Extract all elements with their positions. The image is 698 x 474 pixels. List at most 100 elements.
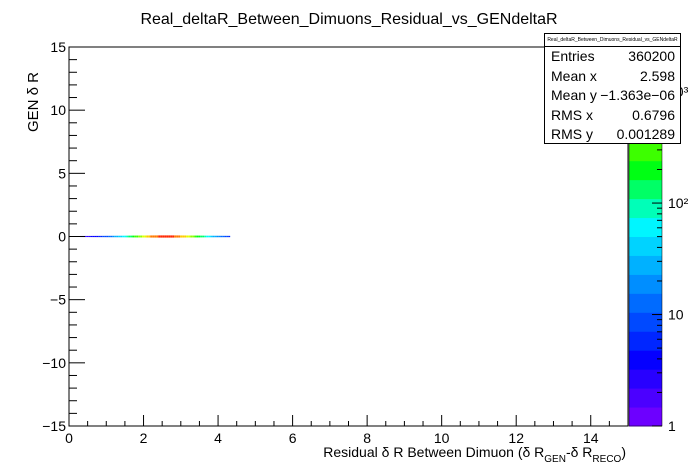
band-cell (166, 235, 169, 238)
band-cell (194, 235, 197, 238)
band-cell (128, 235, 131, 238)
band-cell (130, 235, 133, 238)
band-cell (228, 235, 231, 238)
stats-value: −1.363e−06 (600, 87, 675, 103)
x-axis-label-main: Residual δ R Between Dimuon (δ R (323, 444, 544, 460)
palette-color-step (629, 236, 662, 256)
x-tick-label: 12 (508, 430, 524, 446)
x-tick-label: 10 (434, 430, 450, 446)
band-cell (120, 235, 123, 238)
band-cell (90, 235, 93, 238)
band-cell (202, 235, 205, 238)
stats-label: Entries (551, 48, 595, 64)
band-cell (172, 235, 175, 238)
y-axis: −15 −10 −5 0 5 10 15 (42, 39, 85, 434)
band-cell (206, 235, 209, 238)
stats-label: Mean y (551, 87, 597, 103)
stats-label: RMS x (551, 106, 593, 123)
band-cell (116, 235, 119, 238)
band-cell (180, 235, 183, 238)
band-cell (134, 235, 137, 238)
z-tick-label: 1 (668, 418, 676, 434)
stats-value: 2.598 (639, 67, 675, 84)
x-axis-label-sub-reco: RECO (592, 454, 621, 465)
band-cell (212, 235, 215, 238)
band-cell (222, 235, 225, 238)
palette-color-step (629, 293, 662, 313)
band-cell (168, 235, 171, 238)
band-cell (156, 235, 159, 238)
band-cell (132, 235, 135, 238)
x-tick-label: 2 (140, 430, 148, 446)
band-cell (164, 235, 167, 238)
band-cell (92, 235, 95, 238)
band-cell (96, 235, 99, 238)
palette-color-step (629, 407, 662, 427)
band-cell (136, 235, 139, 238)
stats-row-entries: Entries 360200 (545, 47, 680, 67)
band-cell (184, 235, 187, 238)
band-cell (122, 235, 125, 238)
palette-color-step (629, 160, 662, 181)
band-cell (196, 235, 199, 238)
band-cell (224, 235, 227, 238)
palette-color-step (629, 255, 662, 275)
band-cell (170, 235, 173, 238)
x-tick-label: 4 (214, 430, 222, 446)
stats-row-mean-y: Mean y −1.363e−06 (545, 86, 680, 106)
band-cell (142, 235, 145, 238)
band-cell (100, 235, 103, 238)
x-tick-label: 0 (65, 430, 73, 446)
y-tick-label: 10 (50, 102, 66, 118)
x-axis: 0 2 4 6 8 10 12 14 (65, 415, 629, 446)
band-cell (154, 235, 157, 238)
band-cell (150, 235, 153, 238)
stats-row-rms-x: RMS x 0.6796 (545, 106, 680, 126)
x-tick-label: 6 (289, 430, 297, 446)
band-cell (178, 235, 181, 238)
band-cell (210, 235, 213, 238)
stats-value: 0.001289 (616, 126, 675, 142)
band-cell (162, 235, 165, 238)
y-tick-label: −5 (50, 292, 66, 308)
band-cell (102, 235, 105, 238)
x-axis-label-end: ) (621, 444, 626, 460)
z-tick-label: 10 (668, 307, 684, 323)
stats-label: Mean x (551, 67, 597, 84)
band-cell (176, 235, 179, 238)
band-cell (186, 235, 189, 238)
band-cell (158, 235, 161, 238)
band-cell (138, 235, 141, 238)
palette-color-step (629, 217, 662, 237)
palette-color-step (629, 350, 662, 370)
palette-color-step (629, 331, 662, 351)
band-cell (152, 235, 155, 238)
y-axis-label: GEN δ R (25, 72, 42, 132)
band-cell (198, 235, 201, 238)
stats-title: Real_deltaR_Between_Dimuons_Residual_vs_… (545, 34, 680, 47)
band-cell (148, 235, 151, 238)
x-tick-label: 14 (583, 430, 599, 446)
band-cell (218, 235, 221, 238)
stats-row-rms-y: RMS y 0.001289 (545, 125, 680, 145)
band-cell (140, 235, 143, 238)
palette-color-step (629, 369, 662, 389)
x-axis-label: Residual δ R Between Dimuon (δ RGEN-δ RR… (323, 444, 626, 465)
x-axis-label-mid: -δ R (566, 444, 592, 460)
band-cell (110, 235, 113, 238)
y-tick-label: 0 (58, 229, 66, 245)
palette-color-step (629, 388, 662, 408)
y-tick-label: 5 (58, 165, 66, 181)
z-tick-label: 10² (668, 195, 689, 211)
band-cell (192, 235, 195, 238)
band-cell (144, 235, 147, 238)
band-cell (146, 235, 149, 238)
band-cell (88, 235, 91, 238)
band-cell (174, 235, 177, 238)
band-cell (114, 235, 117, 238)
band-cell (160, 235, 163, 238)
band-cell (190, 235, 193, 238)
band-cell (216, 235, 219, 238)
x-axis-label-sub-gen: GEN (544, 454, 566, 465)
stats-box: Real_deltaR_Between_Dimuons_Residual_vs_… (544, 33, 681, 144)
